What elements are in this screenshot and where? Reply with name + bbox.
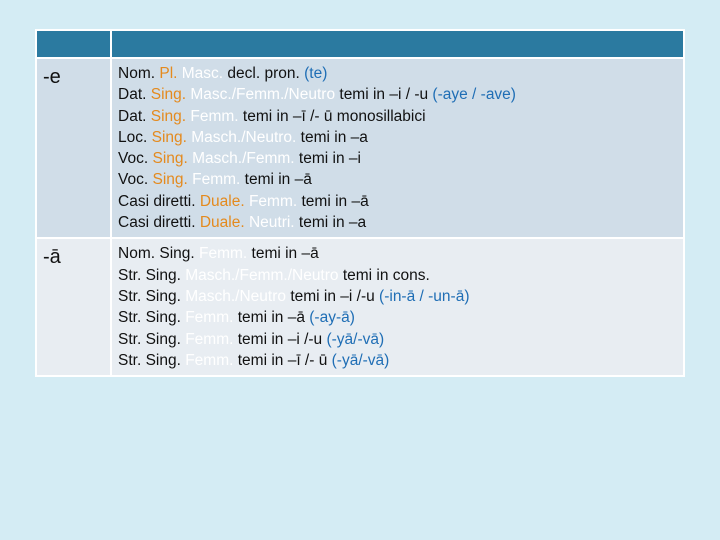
case-segment: temi in –ī /- ū — [233, 351, 332, 369]
case-segment: temi in –i — [294, 150, 361, 168]
case-segment: Sing. — [147, 128, 187, 146]
case-segment: Casi diretti. — [118, 214, 196, 232]
case-segment: Voc. — [118, 150, 149, 168]
case-segment: Sing. — [148, 171, 188, 189]
case-segment: temi in –ā — [247, 245, 319, 263]
case-segment: Sing. — [155, 245, 195, 263]
case-segment: Str. — [118, 309, 142, 327]
case-segment: (-yā/-vā) — [331, 351, 390, 369]
cases-cell: Nom. Pl. Masc. decl. pron. (te) Dat. Sing… — [110, 56, 685, 240]
case-segment: temi in cons. — [338, 266, 430, 284]
case-segment: Str. — [118, 266, 142, 284]
case-segment: temi in –a — [296, 128, 368, 146]
case-segment: Femm. — [187, 171, 241, 189]
table-row: -ā Nom. Sing. Femm. temi in –ā Str. Sing.… — [35, 237, 685, 378]
table-row: -e Nom. Pl. Masc. decl. pron. (te) Dat. S… — [35, 56, 685, 240]
case-segment: (-yā/-vā) — [326, 330, 385, 348]
case-segment: Sing. — [141, 330, 181, 348]
case-segment: temi in –ā — [240, 171, 312, 189]
case-segment: Sing. — [141, 351, 181, 369]
case-segment: (-in-ā / -un-ā) — [379, 287, 470, 305]
case-segment: Dat. — [118, 86, 147, 104]
case-segment: Duale. — [195, 192, 245, 210]
case-segment: Str. — [118, 330, 142, 348]
case-line: Nom. Sing. Femm. temi in –ā — [118, 243, 677, 264]
case-line: Dat. Sing. Femm. temi in –ī /- ū monosil… — [118, 106, 677, 127]
case-segment: Masch./Neutro — [180, 287, 287, 305]
case-segment: Duale. — [195, 214, 245, 232]
case-line: Voc. Sing. Masch./Femm. temi in –i — [118, 148, 677, 169]
case-segment: temi in –i /-u — [286, 287, 380, 305]
case-segment: Sing. — [146, 107, 187, 125]
case-segment: temi in –ā — [297, 192, 369, 210]
case-segment: Masch./Neutro. — [186, 128, 297, 146]
case-segment: Nom. — [118, 245, 156, 263]
case-segment: (-ay-ā) — [309, 309, 355, 327]
case-segment: Sing. — [148, 150, 188, 168]
case-segment: Femm. — [186, 107, 239, 125]
case-segment: (-aye / -ave) — [432, 86, 516, 104]
case-segment: temi in –ā — [233, 309, 310, 327]
case-segment: Dat. — [118, 107, 147, 125]
case-segment: Sing. — [146, 86, 187, 104]
case-line: Str. Sing. Femm. temi in –ā (-ay-ā) — [118, 307, 677, 328]
header-cell-cases — [110, 29, 685, 59]
case-segment: Femm. — [180, 330, 234, 348]
case-segment: Sing. — [141, 309, 181, 327]
case-segment: temi in –ī /- ū monosillabici — [238, 107, 426, 125]
case-line: Str. Sing. Masch./Neutro temi in –i /-u … — [118, 286, 677, 307]
case-segment: Casi diretti. — [118, 192, 196, 210]
case-segment: Masch./Femm./Neutro — [180, 266, 339, 284]
cases-cell: Nom. Sing. Femm. temi in –ā Str. Sing. Ma… — [110, 237, 685, 378]
case-segment: decl. pron. — [223, 65, 305, 82]
case-line: Casi diretti. Duale. Neutri. temi in –a — [118, 212, 677, 233]
suffix-cell: -e — [35, 56, 112, 240]
case-segment: Masch./Femm. — [187, 150, 295, 168]
case-segment: Sing. — [141, 287, 181, 305]
grammar-table: -e Nom. Pl. Masc. decl. pron. (te) Dat. S… — [35, 29, 685, 378]
header-cell-suffix — [35, 29, 112, 59]
case-segment: Str. — [118, 287, 142, 305]
case-segment: Nom. — [118, 65, 156, 82]
case-line: Str. Sing. Femm. temi in –ī /- ū (-yā/-v… — [118, 350, 677, 371]
case-line: Str. Sing. Masch./Femm./Neutro temi in c… — [118, 265, 677, 286]
case-line: Nom. Pl. Masc. decl. pron. (te) — [118, 63, 677, 84]
case-line: Voc. Sing. Femm. temi in –ā — [118, 169, 677, 190]
case-segment: Masc. — [177, 65, 224, 82]
case-segment: Sing. — [141, 266, 181, 284]
case-line: Dat. Sing. Masc./Femm./Neutro temi in –i… — [118, 84, 677, 105]
case-segment: Masc./Femm./Neutro — [186, 86, 336, 104]
case-line: Str. Sing. Femm. temi in –i /-u (-yā/-vā… — [118, 329, 677, 350]
case-segment: Femm. — [180, 309, 234, 327]
case-line: Loc. Sing. Masch./Neutro. temi in –a — [118, 127, 677, 148]
case-segment: temi in –i / -u — [335, 86, 433, 104]
case-line: Casi diretti. Duale. Femm. temi in –ā — [118, 191, 677, 212]
table-header-row — [35, 29, 685, 59]
case-segment: Femm. — [180, 351, 234, 369]
case-segment: Voc. — [118, 171, 149, 189]
case-segment: temi in –i /-u — [233, 330, 327, 348]
case-segment: Femm. — [244, 192, 298, 210]
case-segment: temi in –a — [294, 214, 367, 232]
case-segment: Str. — [118, 351, 142, 369]
suffix-cell: -ā — [35, 237, 112, 378]
case-segment: Femm. — [194, 245, 248, 263]
case-segment: Pl. — [155, 65, 178, 82]
case-segment: (te) — [304, 65, 328, 82]
case-segment: Loc. — [118, 128, 148, 146]
case-segment: Neutri. — [244, 214, 295, 232]
